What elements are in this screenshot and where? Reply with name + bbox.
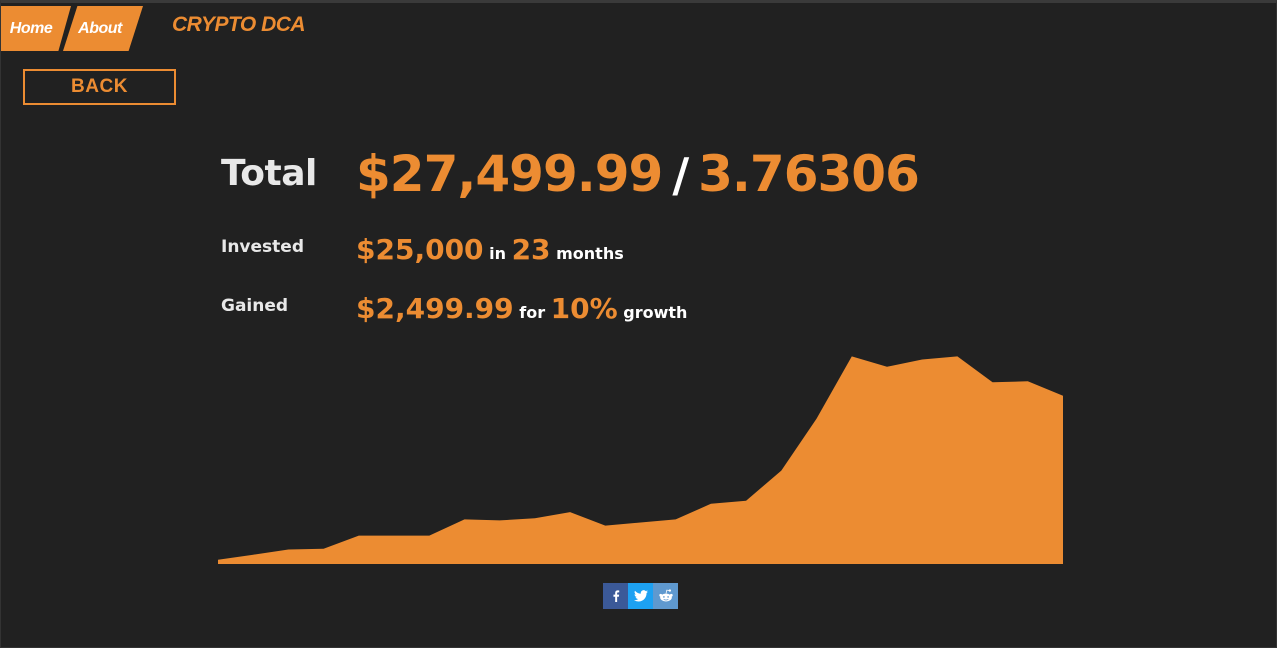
gained-percent: 10% bbox=[550, 292, 618, 325]
chart-area-series bbox=[218, 356, 1063, 564]
invested-label: Invested bbox=[221, 237, 304, 257]
nav-tab-about[interactable]: About bbox=[63, 6, 143, 51]
gained-value-row: $2,499.99 for 10% growth bbox=[356, 292, 687, 325]
growth-area-chart bbox=[218, 356, 1063, 564]
reddit-icon bbox=[658, 589, 673, 602]
facebook-icon bbox=[612, 590, 619, 602]
invested-amount: $25,000 bbox=[356, 233, 484, 266]
share-facebook-button[interactable] bbox=[603, 583, 628, 609]
nav-tab-background bbox=[63, 6, 143, 51]
nav-tab-label: Home bbox=[9, 19, 53, 37]
total-coins: 3.76306 bbox=[698, 145, 920, 203]
twitter-icon bbox=[633, 590, 648, 602]
gained-for-word: for bbox=[519, 303, 546, 322]
brand-title: CRYPTO DCA bbox=[172, 13, 306, 36]
share-twitter-button[interactable] bbox=[628, 583, 653, 609]
top-nav: Home About bbox=[1, 6, 143, 51]
invested-in-word: in bbox=[489, 244, 506, 263]
total-value-row: $27,499.99/3.76306 bbox=[356, 145, 920, 203]
gained-amount: $2,499.99 bbox=[356, 292, 514, 325]
invested-months-word: months bbox=[556, 244, 624, 263]
share-buttons bbox=[603, 583, 678, 609]
total-separator: / bbox=[672, 148, 689, 202]
gained-growth-word: growth bbox=[623, 303, 688, 322]
share-reddit-button[interactable] bbox=[653, 583, 678, 609]
invested-months: 23 bbox=[511, 233, 551, 266]
total-usd: $27,499.99 bbox=[356, 145, 663, 203]
nav-tab-label: About bbox=[78, 19, 122, 37]
invested-value-row: $25,000 in 23 months bbox=[356, 233, 624, 266]
back-button[interactable]: BACK bbox=[23, 69, 176, 105]
total-label: Total bbox=[221, 153, 317, 194]
nav-tab-home[interactable]: Home bbox=[1, 6, 71, 51]
gained-label: Gained bbox=[221, 296, 289, 316]
nav-tab-background bbox=[1, 6, 71, 51]
